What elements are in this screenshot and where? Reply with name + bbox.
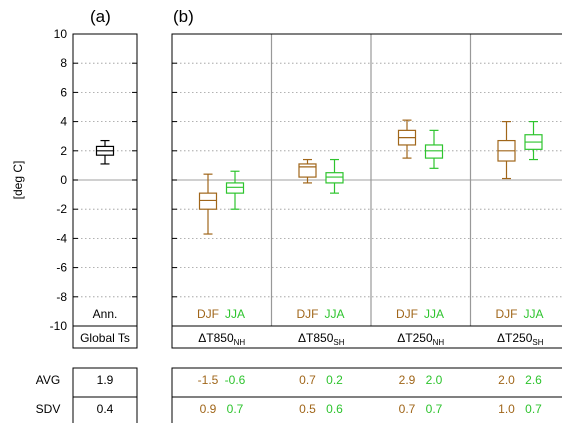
category-label-main: ΔT850: [298, 331, 334, 345]
season-label-jja: JJA: [523, 307, 543, 321]
season-label-jja: JJA: [225, 307, 245, 321]
category-label-main: ΔT250: [397, 331, 433, 345]
sdv-value-jja: 0.7: [227, 402, 244, 416]
category-label: ΔT250SH: [497, 331, 544, 347]
y-tick-label: -6: [56, 261, 67, 275]
y-tick-label: -4: [56, 231, 67, 245]
box-djf: [397, 119, 417, 159]
avg-value-jja: 2.6: [525, 373, 542, 387]
box-iqr: [225, 182, 245, 194]
season-label-djf: DJF: [396, 307, 418, 321]
avg-value-djf: -1.5: [198, 373, 219, 387]
y-tick-label: -2: [56, 202, 67, 216]
season-label-djf: DJF: [496, 307, 518, 321]
y-axis-label: [deg C]: [11, 161, 25, 200]
box-djf: [298, 158, 317, 184]
stats-frame-b: [171, 367, 562, 423]
avg-value-jja: 2.0: [426, 373, 443, 387]
box-iqr: [298, 163, 317, 178]
season-label-jja: JJA: [324, 307, 344, 321]
category-label: ΔT250NH: [397, 331, 444, 347]
sdv-value-jja: 0.6: [326, 402, 343, 416]
category-label: Global Ts: [80, 331, 130, 345]
avg-value: 1.9: [97, 373, 114, 387]
avg-value-djf: 0.7: [299, 373, 316, 387]
sdv-value-jja: 0.7: [525, 402, 542, 416]
box-jja: [424, 129, 444, 169]
y-tick-label: -10: [50, 319, 68, 333]
sdv-value-djf: 1.0: [498, 402, 515, 416]
box-annual: [95, 139, 115, 165]
season-label-djf: DJF: [297, 307, 319, 321]
box-djf: [497, 120, 516, 180]
category-label-subscript: NH: [234, 338, 246, 347]
box-iqr: [325, 172, 344, 184]
sdv-value-jja: 0.7: [426, 402, 443, 416]
box-iqr: [198, 192, 218, 210]
sdv-row-label: SDV: [36, 402, 61, 416]
category-label-main: ΔT850: [198, 331, 234, 345]
annual-inner-label: Ann.: [93, 307, 118, 321]
y-tick-label: 4: [60, 115, 67, 129]
avg-row-label: AVG: [36, 373, 60, 387]
avg-value-djf: 2.9: [399, 373, 416, 387]
category-label: ΔT850NH: [198, 331, 245, 347]
sdv-value: 0.4: [97, 402, 114, 416]
sdv-value-djf: 0.9: [200, 402, 217, 416]
category-label-subscript: SH: [333, 338, 344, 347]
y-tick-label: 0: [60, 173, 67, 187]
sdv-value-djf: 0.5: [299, 402, 316, 416]
avg-value-jja: -0.6: [225, 373, 246, 387]
y-tick-label: 8: [60, 56, 67, 70]
season-label-djf: DJF: [197, 307, 219, 321]
box-jja: [225, 170, 245, 210]
y-tick-label: -8: [56, 290, 67, 304]
avg-value-djf: 2.0: [498, 373, 515, 387]
y-tick-label: 10: [54, 27, 68, 41]
box-djf: [198, 173, 218, 235]
y-tick-label: 6: [60, 85, 67, 99]
panel-label-a: (a): [90, 7, 111, 26]
box-jja: [524, 120, 543, 161]
box-iqr: [424, 144, 444, 159]
panel-label-b: (b): [173, 7, 194, 26]
category-label: ΔT850SH: [298, 331, 345, 347]
category-label-subscript: NH: [433, 338, 445, 347]
avg-value-jja: 0.2: [326, 373, 343, 387]
y-tick-label: 2: [60, 144, 67, 158]
category-label-subscript: SH: [532, 338, 543, 347]
category-label-main: ΔT250: [497, 331, 533, 345]
season-label-jja: JJA: [424, 307, 444, 321]
box-jja: [325, 158, 344, 194]
panel-a-frame: [72, 33, 138, 349]
panel-b-frame: [171, 33, 562, 349]
sdv-value-djf: 0.7: [399, 402, 416, 416]
